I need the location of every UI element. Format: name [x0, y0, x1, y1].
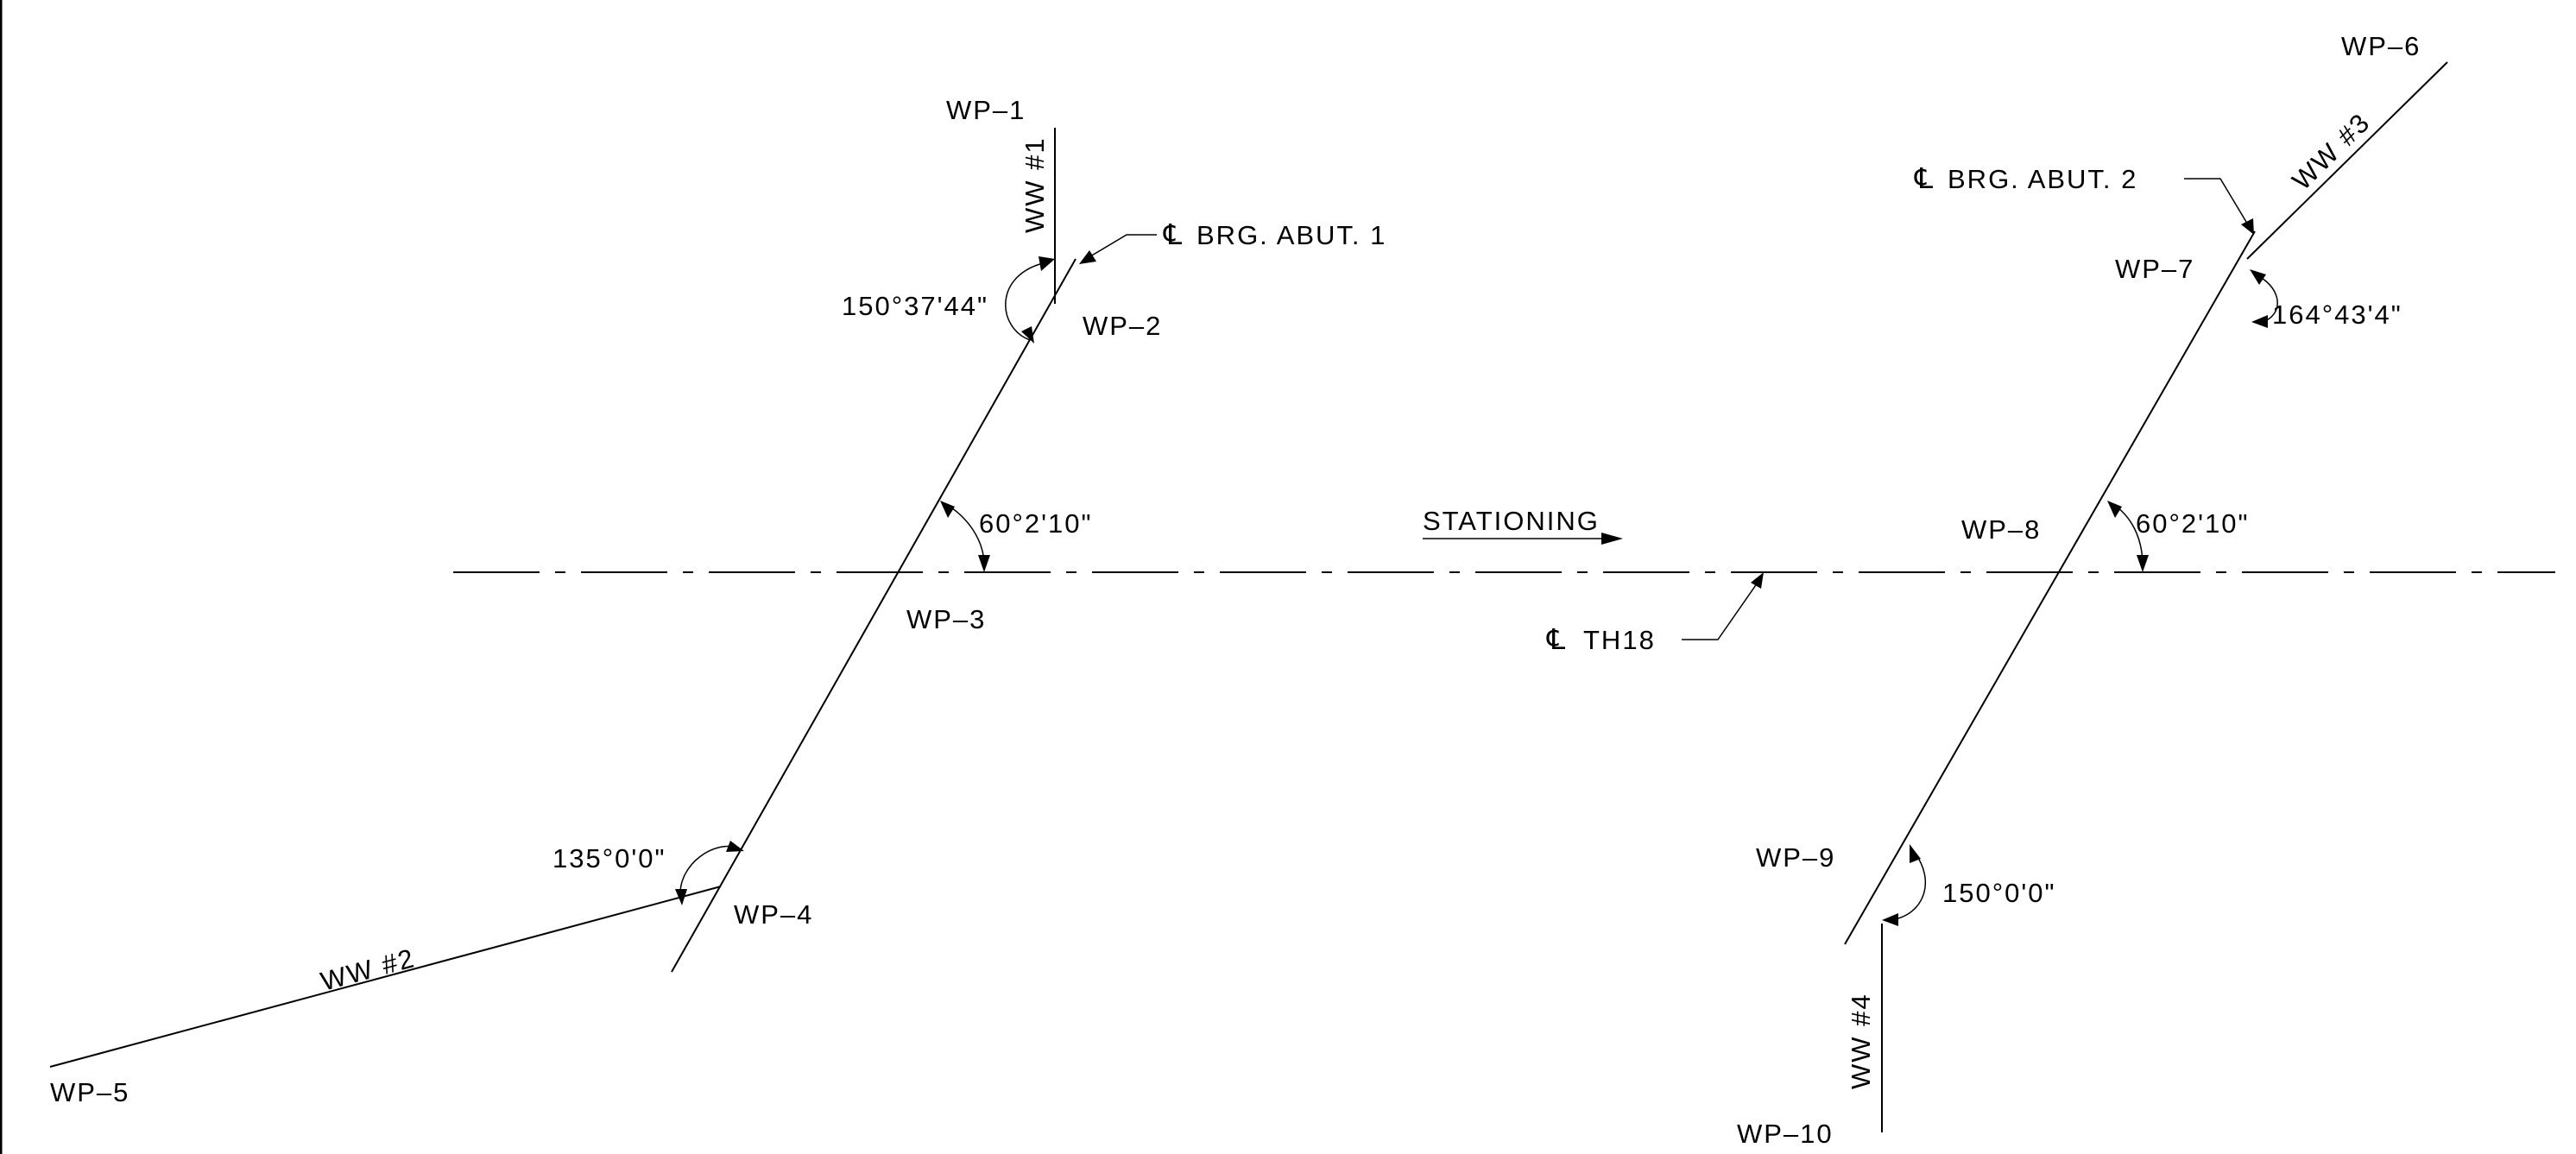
wp2-label: WP–2: [1083, 311, 1162, 341]
callout-abut-2: BRG. ABUT. 2: [1948, 164, 2137, 194]
angle-wp8-label: 60°2'10": [2136, 508, 2250, 539]
ww1-label: WW #1: [1020, 136, 1050, 233]
stationing-arrowhead: [1601, 533, 1623, 545]
leader-abut-1: [1085, 234, 1157, 260]
leader-abut-2: [2184, 178, 2250, 227]
arrowhead: [1021, 326, 1034, 344]
wp8-label: WP–8: [1961, 514, 2041, 545]
wingwall-3-line: [2246, 61, 2448, 260]
arrowhead: [1882, 913, 1898, 926]
wp1-label: WP–1: [946, 95, 1026, 125]
callout-abut-1: BRG. ABUT. 1: [1196, 220, 1386, 250]
arrowhead: [2107, 501, 2122, 518]
wp3-label: WP–3: [906, 604, 986, 634]
arrowhead: [2137, 555, 2149, 572]
ww3-label: WW #3: [2286, 107, 2376, 196]
angle-wp3-label: 60°2'10": [979, 508, 1093, 539]
wp4-label: WP–4: [734, 899, 813, 930]
wp5-label: WP–5: [50, 1077, 129, 1107]
arrowhead: [1910, 844, 1921, 863]
arrowhead: [940, 501, 955, 518]
wingwall-2-line: [49, 886, 722, 1068]
abutment-1-line: [671, 258, 1076, 973]
arrowhead: [1751, 572, 1764, 589]
leader-th18: [1682, 579, 1760, 640]
angle-wp2-label: 150°37'44": [842, 291, 988, 321]
arrowhead: [675, 889, 687, 905]
centerline-symbol-abut2: ℄: [1914, 162, 1935, 194]
wp7-label: WP–7: [2115, 254, 2194, 284]
ww4-label: WW #4: [1846, 993, 1876, 1089]
arrowhead: [1039, 256, 1055, 271]
callout-th18: TH18: [1583, 625, 1656, 655]
angle-arc-wp9: [1890, 852, 1927, 921]
arrowhead: [726, 841, 744, 852]
centerline-symbol-abut1: ℄: [1163, 218, 1184, 250]
ww2-label: WW #2: [318, 943, 419, 997]
angle-wp4-label: 135°0'0": [552, 843, 666, 873]
wp10-label: WP–10: [1737, 1119, 1834, 1149]
arrowhead: [978, 555, 990, 572]
arrowhead: [1079, 250, 1096, 264]
abutment-2-line: [1844, 230, 2256, 945]
arrowhead: [2250, 269, 2266, 285]
stationing-label: STATIONING: [1423, 506, 1600, 536]
wp9-label: WP–9: [1756, 842, 1835, 873]
angle-arc-wp2: [1005, 262, 1047, 341]
arrowhead: [2251, 315, 2268, 328]
centerline-symbol-th18: ℄: [1546, 623, 1567, 655]
angle-wp9-label: 150°0'0": [1942, 878, 2056, 908]
arrowhead: [2241, 218, 2254, 235]
wp6-label: WP–6: [2341, 31, 2421, 61]
angle-wp7-label: 164°43'4": [2272, 300, 2402, 330]
